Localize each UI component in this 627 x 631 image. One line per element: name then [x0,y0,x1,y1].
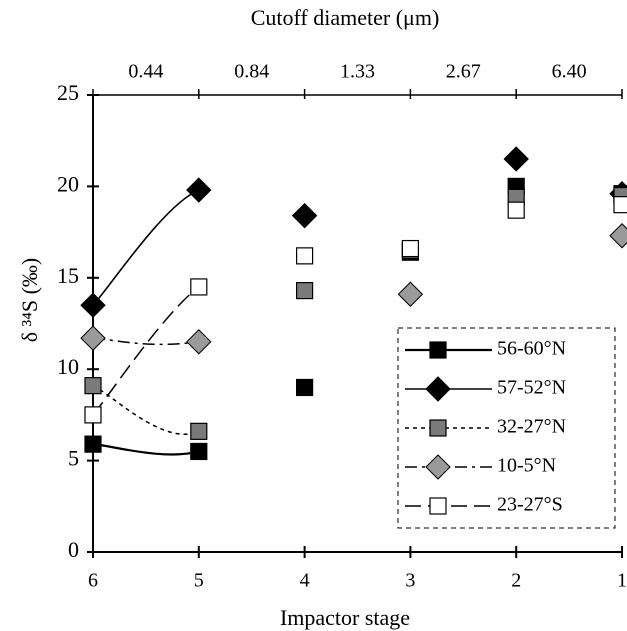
legend-label: 56-60°N [497,338,566,360]
y-tick-label: 5 [68,446,79,471]
x2-axis-title: Cutoff diameter (μm) [251,5,440,30]
legend-marker [429,341,447,359]
marker [296,378,314,397]
legend-marker [425,376,451,402]
x-tick-label: 3 [405,570,415,592]
marker [296,247,314,265]
marker [291,202,318,229]
marker [186,329,212,355]
series-line [92,337,199,346]
marker [190,278,208,296]
x2-tick-label: 0.84 [234,61,269,83]
y-tick-label: 15 [57,263,79,288]
x2-tick-label: 6.40 [552,61,587,83]
marker [84,406,102,424]
legend-label: 57-52°N [497,377,566,399]
y-tick-label: 25 [57,80,79,105]
series-line [92,443,200,456]
x-tick-label: 2 [511,570,521,592]
marker [84,435,102,453]
legend-marker [429,419,447,437]
x-tick-label: 4 [300,570,310,592]
marker [186,177,212,203]
y-tick-label: 10 [57,354,79,379]
y-axis-title: δ ³⁴S (‰) [17,258,42,343]
marker [401,239,419,258]
legend-marker [429,497,447,515]
marker [84,377,102,395]
x2-tick-label: 0.44 [128,61,163,83]
series-line [92,286,200,416]
x-axis-title: Impactor stage [280,605,410,630]
legend-label: 10-5°N [497,455,556,477]
x-tick-label: 6 [88,570,98,592]
x2-tick-label: 2.67 [446,61,481,83]
marker [190,442,208,461]
legend-label: 32-27°N [497,416,566,438]
x-tick-label: 5 [194,570,204,592]
marker [609,223,627,249]
marker [296,281,314,300]
marker [80,292,106,318]
series-line [92,189,200,306]
legend-marker [425,454,451,480]
marker [190,422,208,440]
marker [503,146,529,172]
marker [507,201,525,219]
marker [80,325,106,351]
y-tick-label: 20 [57,171,79,196]
x2-tick-label: 1.33 [340,61,375,83]
x-tick-label: 1 [617,570,627,592]
marker [613,196,627,214]
marker [397,281,424,307]
legend-label: 23-27°S [497,494,563,516]
y-tick-label: 0 [68,537,79,562]
